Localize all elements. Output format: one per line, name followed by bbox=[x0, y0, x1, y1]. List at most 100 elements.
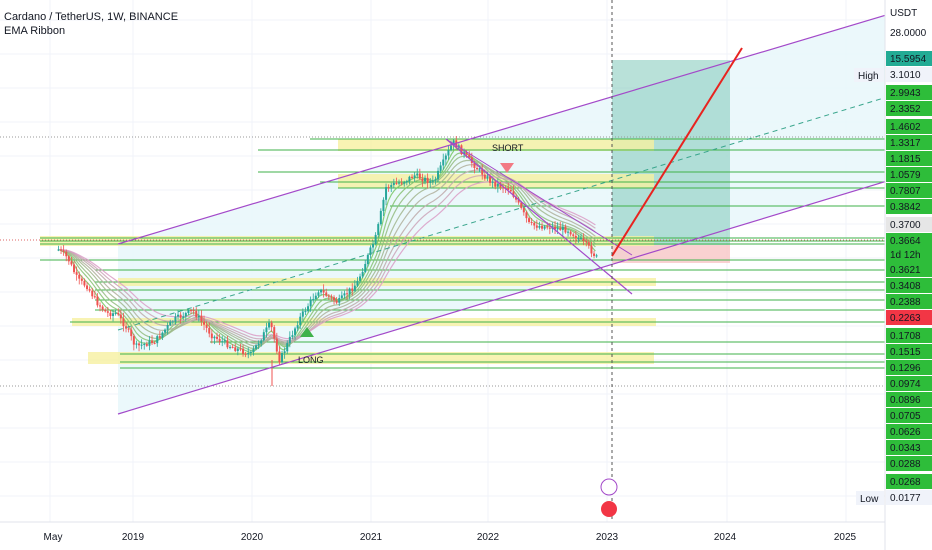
candle-body bbox=[567, 231, 570, 233]
earnings-icon bbox=[601, 501, 617, 517]
candle-body bbox=[275, 338, 278, 352]
price-label-bg bbox=[886, 135, 932, 150]
candle-body bbox=[262, 332, 265, 341]
price-label: 0.1296 bbox=[890, 363, 921, 374]
candle-body bbox=[169, 321, 172, 326]
price-label: 0.0288 bbox=[890, 459, 921, 470]
price-label-bg bbox=[886, 262, 932, 277]
candle-body bbox=[333, 297, 336, 301]
indicator-legend[interactable]: EMA Ribbon bbox=[4, 25, 66, 37]
candle-body bbox=[548, 227, 551, 229]
candle-body bbox=[182, 316, 185, 318]
candle-body bbox=[530, 222, 533, 224]
candle-body bbox=[177, 314, 180, 317]
time-tick-label: 2023 bbox=[596, 532, 619, 543]
candle-body bbox=[109, 312, 112, 317]
candle-body bbox=[483, 174, 486, 179]
candle-body bbox=[304, 311, 307, 313]
candle-body bbox=[437, 170, 440, 180]
ema-line bbox=[58, 159, 596, 347]
candle-body bbox=[535, 225, 538, 228]
candle-body bbox=[465, 152, 468, 155]
candle-body bbox=[317, 292, 320, 296]
candle-body bbox=[73, 264, 76, 273]
price-label-bg bbox=[886, 119, 932, 134]
candle-body bbox=[574, 235, 577, 239]
candle-body bbox=[62, 250, 65, 252]
candle-body bbox=[153, 342, 156, 344]
ema-line bbox=[58, 169, 596, 343]
candle-body bbox=[502, 187, 505, 189]
time-tick-label: 2020 bbox=[241, 532, 264, 543]
candle-body bbox=[439, 165, 442, 171]
price-axis[interactable]: USDT 28.0000 15.5954 3.1010 2.9943 2.3352 1.46… bbox=[854, 0, 932, 550]
yellow-zone bbox=[88, 352, 654, 364]
candle-body bbox=[65, 251, 68, 257]
candle-body bbox=[288, 336, 291, 344]
candle-body bbox=[101, 306, 104, 310]
candle-body bbox=[93, 296, 96, 298]
candle-body bbox=[140, 344, 143, 346]
candle-body bbox=[434, 179, 437, 181]
candle-body bbox=[489, 176, 492, 183]
candle-body bbox=[174, 316, 177, 322]
price-label-bg bbox=[886, 247, 932, 262]
down-channel-lower bbox=[445, 138, 633, 295]
candle-body bbox=[80, 278, 83, 281]
price-label: 0.0177 bbox=[890, 493, 921, 504]
candle-body bbox=[528, 218, 531, 223]
candle-body bbox=[411, 176, 414, 178]
candle-body bbox=[418, 173, 421, 179]
candle-body bbox=[270, 322, 273, 328]
candle-body bbox=[426, 177, 429, 183]
candle-body bbox=[390, 185, 393, 188]
candle-body bbox=[112, 313, 115, 317]
price-label-bg bbox=[886, 233, 932, 248]
candle-body bbox=[231, 346, 234, 348]
candle-body bbox=[364, 263, 367, 272]
candle-body bbox=[244, 353, 247, 355]
candle-body bbox=[307, 306, 310, 312]
time-tick-label: 2025 bbox=[834, 532, 857, 543]
price-label: 15.5954 bbox=[890, 54, 927, 65]
candle-body bbox=[515, 196, 518, 200]
candle-body bbox=[377, 224, 380, 235]
candle-body bbox=[203, 321, 206, 325]
candle-body bbox=[361, 271, 364, 277]
candle-body bbox=[374, 234, 377, 244]
price-label: 1.4602 bbox=[890, 122, 921, 133]
candle-body bbox=[546, 226, 549, 228]
candle-body bbox=[195, 310, 198, 318]
candle-body bbox=[130, 329, 133, 337]
candle-body bbox=[486, 176, 489, 179]
candle-body bbox=[106, 311, 109, 313]
ema-line bbox=[58, 155, 596, 350]
candle-body bbox=[496, 183, 499, 187]
candle-body bbox=[572, 234, 575, 236]
candle-body bbox=[405, 181, 408, 183]
symbol-title[interactable]: Cardano / TetherUS, 1W, BINANCE bbox=[4, 11, 179, 23]
price-label-bg bbox=[886, 376, 932, 391]
candle-body bbox=[424, 177, 427, 182]
candle-body bbox=[161, 332, 164, 338]
price-label-bg bbox=[886, 167, 932, 182]
candle-body bbox=[312, 299, 315, 301]
candle-body bbox=[585, 240, 588, 243]
profit-zone bbox=[612, 60, 730, 245]
price-label-bg bbox=[886, 278, 932, 293]
candle-body bbox=[491, 181, 494, 183]
time-axis[interactable]: May 2019 2020 2021 2022 2023 2024 2025 bbox=[0, 521, 885, 550]
candle-body bbox=[166, 325, 169, 330]
price-label-bg bbox=[886, 151, 932, 166]
candle-body bbox=[91, 290, 94, 297]
candle-body bbox=[595, 255, 598, 257]
price-label: 0.0268 bbox=[890, 477, 921, 488]
candle-body bbox=[184, 313, 187, 317]
price-label: 0.0626 bbox=[890, 427, 921, 438]
candle-body bbox=[356, 280, 359, 286]
price-label-bg bbox=[886, 360, 932, 375]
candle-body bbox=[57, 249, 60, 251]
price-label-bg bbox=[886, 490, 932, 505]
candle-body bbox=[117, 312, 120, 315]
